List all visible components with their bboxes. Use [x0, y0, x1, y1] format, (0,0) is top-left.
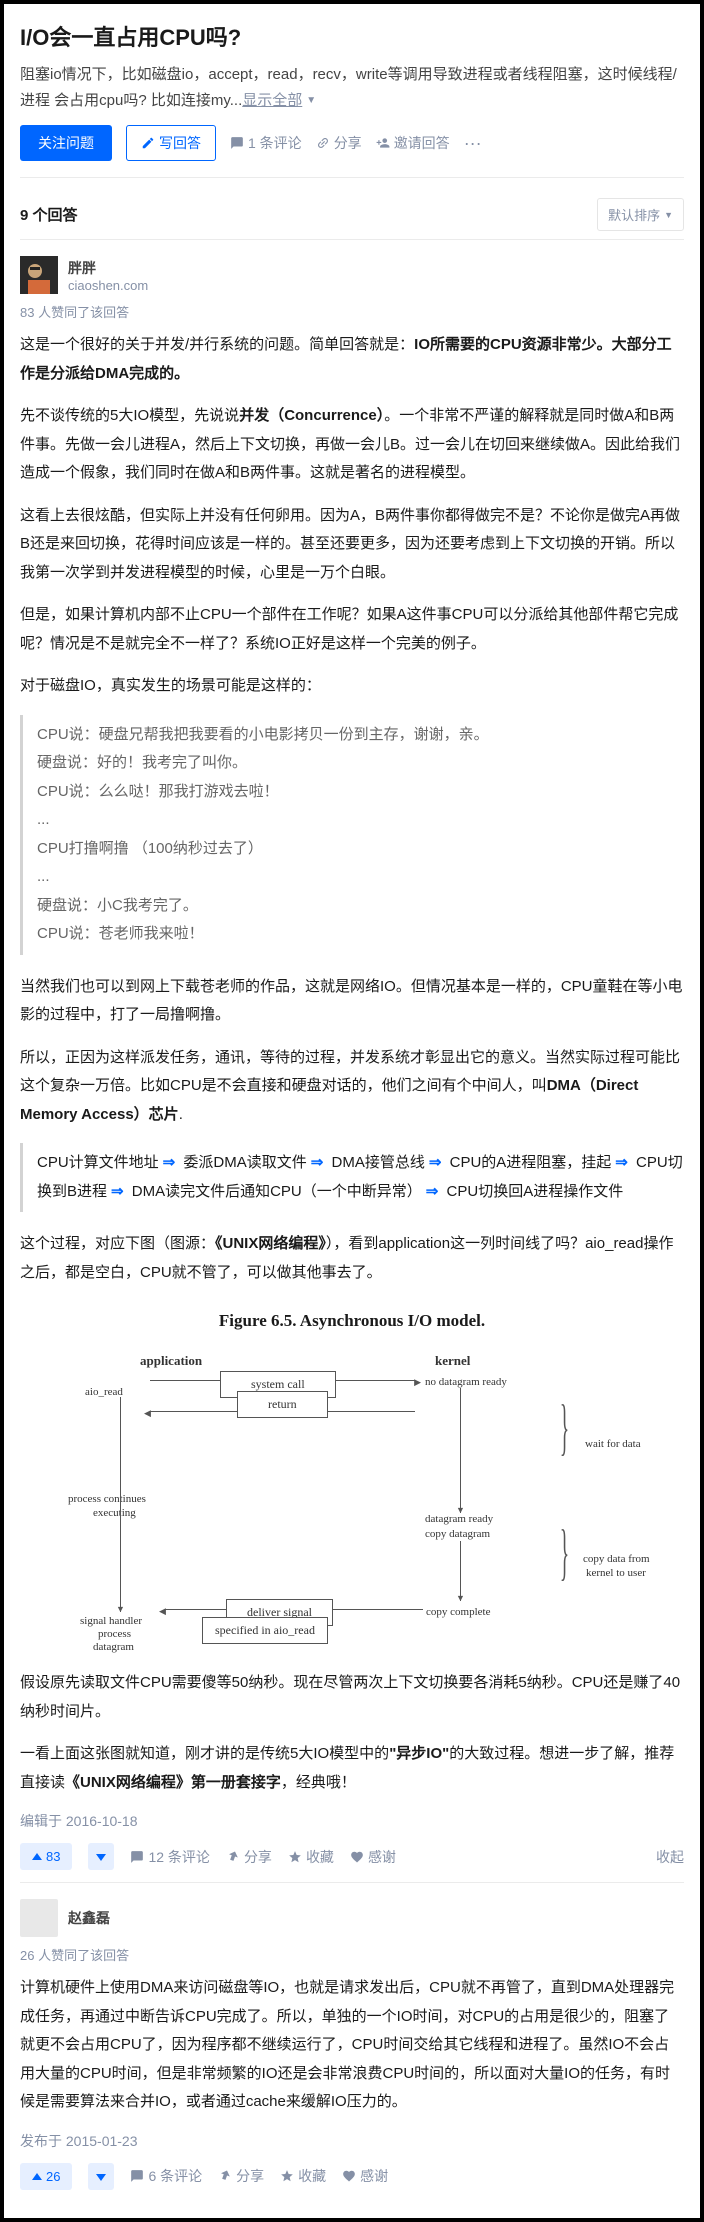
downvote-button[interactable]: [88, 2163, 114, 2190]
answer-body: 计算机硬件上使用DMA来访问磁盘等IO，也就是请求发出后，CPU就不再管了，直到…: [20, 1974, 684, 2117]
follow-button[interactable]: 关注问题: [20, 125, 112, 161]
publish-date[interactable]: 发布于 2015-01-23: [20, 2131, 684, 2151]
answer-comments[interactable]: 12 条评论: [130, 1847, 209, 1867]
question-body: 阻塞io情况下，比如磁盘io，accept，read，recv，write等调用…: [20, 62, 684, 113]
quote-block: CPU说：硬盘兄帮我把我要看的小电影拷贝一份到主存，谢谢，亲。 硬盘说：好的！我…: [20, 715, 684, 955]
answer-count: 9 个回答: [20, 204, 78, 225]
comments-link[interactable]: 1 条评论: [230, 133, 302, 153]
collapse-link[interactable]: 收起: [656, 1847, 684, 1867]
figure-title: Figure 6.5. Asynchronous I/O model.: [20, 1305, 684, 1337]
invite-link[interactable]: 邀请回答: [376, 133, 450, 153]
edit-date[interactable]: 编辑于 2016-10-18: [20, 1811, 684, 1831]
user-name[interactable]: 赵鑫磊: [68, 1908, 110, 1928]
question-title: I/O会一直占用CPU吗?: [20, 20, 684, 52]
user-link[interactable]: ciaoshen.com: [68, 278, 148, 293]
answer-fav[interactable]: 收藏: [280, 2166, 326, 2186]
answer-item: 胖胖 ciaoshen.com 83 人赞同了该回答 这是一个很好的关于并发/并…: [20, 239, 684, 1882]
downvote-button[interactable]: [88, 1843, 114, 1870]
share-link[interactable]: 分享: [316, 133, 362, 153]
answer-thanks[interactable]: 感谢: [350, 1847, 396, 1867]
upvote-button[interactable]: 83: [20, 1843, 72, 1870]
async-io-diagram: application kernel aio_read system call …: [30, 1349, 674, 1649]
answer-share[interactable]: 分享: [226, 1847, 272, 1867]
agree-count[interactable]: 26 人赞同了该回答: [20, 1945, 684, 1964]
avatar[interactable]: [20, 1899, 58, 1937]
show-more-link[interactable]: 显示全部: [242, 92, 302, 109]
sort-dropdown[interactable]: 默认排序 ▼: [597, 198, 684, 231]
agree-count[interactable]: 83 人赞同了该回答: [20, 302, 684, 321]
answer-fav[interactable]: 收藏: [288, 1847, 334, 1867]
answer-comments[interactable]: 6 条评论: [130, 2166, 202, 2186]
answer-body: 这是一个很好的关于并发/并行系统的问题。简单回答就是：IO所需要的CPU资源非常…: [20, 331, 684, 1797]
upvote-button[interactable]: 26: [20, 2163, 72, 2190]
answer-share[interactable]: 分享: [218, 2166, 264, 2186]
flow-block: CPU计算文件地址⇒ 委派DMA读取文件⇒ DMA接管总线⇒ CPU的A进程阻塞…: [20, 1143, 684, 1212]
write-answer-button[interactable]: 写回答: [126, 125, 216, 161]
answer-item: 赵鑫磊 26 人赞同了该回答 计算机硬件上使用DMA来访问磁盘等IO，也就是请求…: [20, 1882, 684, 2202]
avatar[interactable]: [20, 256, 58, 294]
more-icon[interactable]: ···: [464, 133, 482, 154]
answer-thanks[interactable]: 感谢: [342, 2166, 388, 2186]
user-name[interactable]: 胖胖: [68, 258, 148, 278]
